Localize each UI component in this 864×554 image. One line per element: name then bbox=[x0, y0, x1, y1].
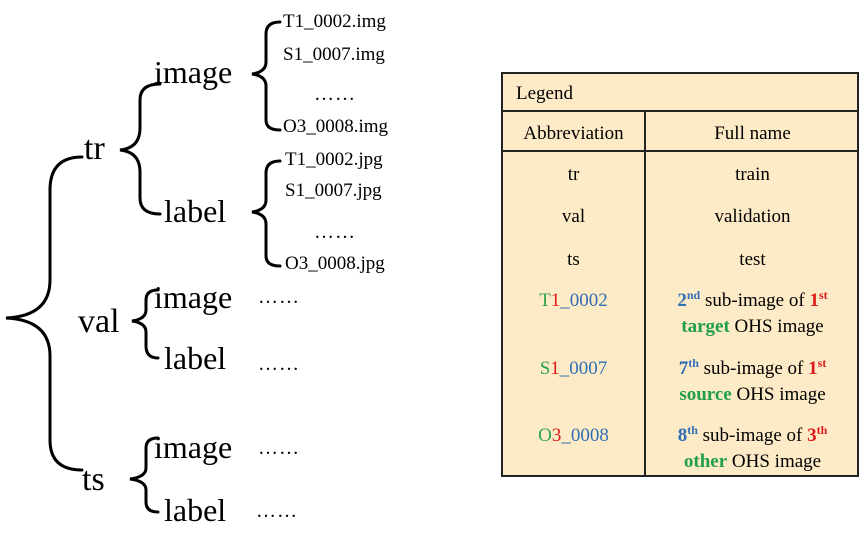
legend-abbr-source-code: S1_0007 bbox=[539, 358, 608, 379]
split-ts-label: ts bbox=[82, 461, 105, 498]
split-val-label: val bbox=[78, 303, 120, 340]
ts-label-ellipsis: …… bbox=[256, 500, 298, 522]
file-item: O3_0008.jpg bbox=[285, 253, 385, 274]
directory-tree-braces bbox=[5, 20, 282, 514]
file-item: T1_0002.img bbox=[283, 11, 386, 32]
tr-label-folder: label bbox=[164, 193, 227, 229]
legend-abbr-val: val bbox=[561, 206, 586, 227]
file-item: S1_0007.jpg bbox=[285, 180, 382, 201]
file-ellipsis: …… bbox=[314, 83, 356, 105]
legend-abbr-ts: ts bbox=[567, 249, 580, 270]
legend-header-divider bbox=[503, 150, 857, 152]
val-image-ellipsis: …… bbox=[258, 286, 300, 308]
legend-abbr-other-code: O3_0008 bbox=[538, 425, 609, 446]
legend-abbr-tr: tr bbox=[567, 164, 580, 185]
val-label-folder: label bbox=[164, 340, 227, 376]
ts-label-folder: label bbox=[164, 492, 227, 528]
split-tr-label: tr bbox=[84, 130, 105, 167]
legend-full-source-code: 7th sub-image of 1st source OHS image bbox=[678, 356, 827, 405]
val-brace bbox=[131, 288, 160, 360]
tr-label-files-brace bbox=[251, 159, 282, 268]
file-item: S1_0007.img bbox=[283, 44, 385, 65]
ts-image-folder: image bbox=[154, 429, 233, 465]
legend-full-target-code: 2nd sub-image of 1st target OHS image bbox=[677, 288, 828, 337]
val-image-folder: image bbox=[154, 279, 233, 315]
legend-full-other-code: 8th sub-image of 3th other OHS image bbox=[677, 423, 828, 472]
tr-image-files-brace bbox=[251, 20, 282, 132]
legend-table: Legend Abbreviation Full name tr train v… bbox=[501, 72, 859, 477]
legend-full-tr: train bbox=[735, 164, 770, 185]
file-item: O3_0008.img bbox=[283, 116, 389, 137]
legend-abbr-target-code: T1_0002 bbox=[539, 290, 608, 311]
tr-brace bbox=[119, 82, 162, 216]
file-item: T1_0002.jpg bbox=[285, 149, 383, 170]
ts-brace bbox=[129, 436, 160, 514]
root-brace bbox=[5, 155, 84, 472]
legend-full-val: validation bbox=[714, 206, 791, 227]
legend-header-full-name: Full name bbox=[714, 123, 791, 144]
legend-title: Legend bbox=[503, 74, 857, 112]
ts-image-ellipsis: …… bbox=[258, 437, 300, 459]
legend-header-abbreviation: Abbreviation bbox=[523, 123, 624, 144]
file-ellipsis: …… bbox=[314, 221, 356, 243]
tr-image-folder: image bbox=[154, 54, 233, 90]
val-label-ellipsis: …… bbox=[258, 353, 300, 375]
legend-full-ts: test bbox=[739, 249, 766, 270]
legend-column-divider bbox=[644, 112, 646, 475]
